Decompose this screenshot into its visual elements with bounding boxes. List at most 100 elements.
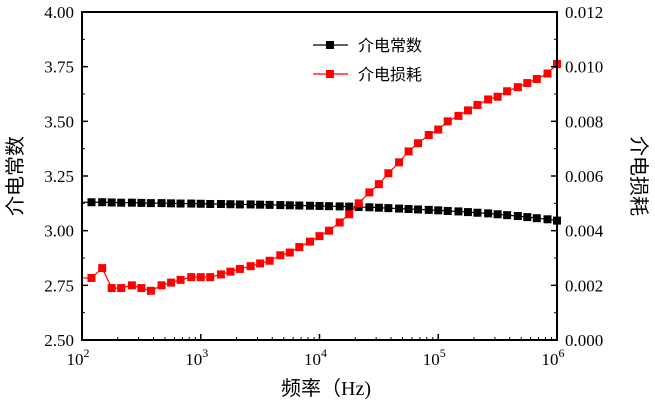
dielectric-constant-point: [523, 213, 532, 222]
x-axis-title: 频率（Hz): [281, 377, 371, 400]
dielectric-constant-point: [98, 198, 107, 207]
dielectric-loss-point: [146, 286, 155, 295]
y-left-tick-label: 2.50: [44, 331, 74, 350]
dielectric-loss-point: [206, 273, 215, 282]
legend-label-loss: 介电损耗: [358, 66, 422, 84]
dielectric-constant-point: [226, 200, 235, 209]
dielectric-constant-point: [206, 199, 215, 208]
dielectric-constant-point: [285, 201, 294, 210]
dielectric-constant-point: [235, 200, 244, 209]
dielectric-loss-point: [137, 284, 146, 293]
legend: 介电常数 介电损耗: [313, 37, 422, 84]
dielectric-loss-point: [493, 92, 502, 101]
dielectric-loss-point: [503, 87, 512, 96]
dielectric-loss-point: [513, 83, 522, 92]
dielectric-loss-point: [107, 284, 116, 293]
dielectric-constant-point: [127, 198, 136, 207]
y-left-tick-label: 3.00: [44, 222, 74, 241]
dielectric-loss-point: [384, 169, 393, 178]
dielectric-constant-point: [493, 210, 502, 219]
y-right-tick-label: 0.012: [565, 3, 603, 22]
dielectric-loss-point: [216, 270, 225, 279]
dielectric-constant-point: [276, 201, 285, 210]
dielectric-constant-point: [137, 198, 146, 207]
dielectric-constant-point: [107, 198, 116, 207]
x-tick-label: 104: [304, 346, 327, 369]
dielectric-constant-point: [463, 208, 472, 217]
dielectric-constant-point: [395, 204, 404, 213]
dielectric-constant-point: [513, 212, 522, 221]
dielectric-loss-point: [543, 69, 552, 78]
dielectric-constant-point: [157, 199, 166, 208]
dielectric-loss-point: [463, 106, 472, 115]
dielectric-loss-point: [523, 79, 532, 88]
dielectric-constant-point: [146, 199, 155, 208]
dielectric-loss-point: [404, 147, 413, 156]
dielectric-constant-point: [374, 203, 383, 212]
dielectric-loss-point: [484, 95, 493, 104]
dielectric-constant-point: [256, 200, 265, 209]
dielectric-loss-point: [306, 237, 314, 246]
dielectric-constant-point: [345, 202, 354, 211]
legend-marker-constant: [326, 41, 334, 49]
dielectric-loss-point: [265, 256, 274, 265]
dielectric-loss-point: [127, 281, 136, 290]
dielectric-constant-point: [503, 211, 512, 220]
dielectric-constant-point: [87, 198, 96, 207]
y-left-tick-label: 3.25: [44, 167, 74, 186]
dielectric-loss-point: [365, 188, 374, 197]
y-left-tick-label: 3.75: [44, 58, 74, 77]
dielectric-constant-point: [484, 209, 493, 218]
y-right-tick-label: 0.008: [565, 112, 603, 131]
dielectric-loss-point: [117, 284, 126, 293]
y-right-tick-label: 0.006: [565, 167, 603, 186]
dielectric-constant-point: [246, 200, 255, 209]
dielectric-constant-point: [315, 201, 324, 210]
dielectric-loss-point: [187, 273, 196, 282]
dielectric-constant-point: [414, 205, 423, 214]
dielectric-loss-point: [157, 281, 166, 290]
y-right-tick-label: 0.004: [565, 222, 604, 241]
x-tick-label: 106: [542, 346, 565, 369]
dielectric-constant-point: [365, 203, 374, 212]
dielectric-loss-point: [176, 275, 185, 284]
dielectric-constant-point: [117, 198, 126, 207]
dielectric-loss-point: [285, 248, 294, 257]
dielectric-loss-point: [434, 125, 443, 134]
dielectric-constant-point: [216, 199, 225, 208]
dielectric-loss-point: [246, 262, 255, 271]
dielectric-loss-point: [473, 100, 482, 109]
dielectric-loss-point: [354, 199, 363, 208]
y-right-tick-label: 0.002: [565, 276, 603, 295]
dielectric-constant-point: [404, 205, 413, 214]
dielectric-constant-point: [443, 206, 452, 215]
y-left-tick-label: 4.00: [44, 3, 74, 22]
dielectric-constant-point: [543, 215, 552, 224]
dielectric-constant-point: [335, 202, 344, 211]
dielectric-constant-point: [454, 207, 463, 216]
dielectric-loss-point: [276, 251, 285, 260]
dielectric-constant-point: [532, 214, 541, 223]
dielectric-constant-point: [167, 199, 176, 208]
x-tick-label: 102: [67, 346, 90, 369]
dielectric-constant-point: [384, 204, 393, 213]
dielectric-loss-point: [454, 111, 463, 120]
dielectric-constant-point: [325, 202, 333, 211]
dielectric-loss-point: [226, 267, 235, 276]
dielectric-constant-point: [306, 201, 314, 210]
dielectric-constant-point: [434, 206, 443, 215]
y-right-tick-label: 0.000: [565, 331, 603, 350]
dielectric-loss-point: [532, 74, 541, 83]
dielectric-loss-point: [395, 158, 404, 167]
dielectric-constant-point: [265, 200, 274, 209]
legend-marker-loss: [326, 70, 334, 78]
dielectric-constant-point: [187, 199, 196, 208]
y-left-axis-title: 介电常数: [4, 136, 27, 216]
y-left-tick-label: 3.50: [44, 112, 74, 131]
dielectric-loss-point: [256, 259, 265, 268]
legend-label-constant: 介电常数: [358, 37, 422, 55]
dielectric-loss-point: [325, 226, 333, 235]
dielectric-loss-point: [443, 117, 452, 126]
dielectric-constant-point: [473, 208, 482, 217]
